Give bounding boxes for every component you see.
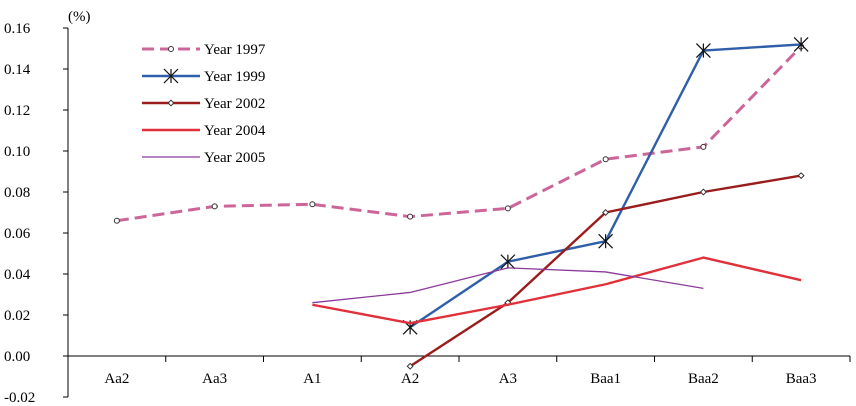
x-tick-label: Aa3 — [202, 371, 227, 387]
axes: 0.16 0.14 0.12 0.10 0.08 0.06 0.04 0.02 0.00 -0.0… — [4, 21, 851, 406]
x-tick-label: A1 — [303, 371, 321, 387]
y-tick-label: 0.02 — [4, 308, 30, 324]
data-point — [407, 213, 414, 220]
series-year-2004 — [312, 256, 802, 325]
y-unit-label: (%) — [68, 9, 91, 25]
series-layer — [113, 36, 809, 370]
y-tick-label: -0.02 — [4, 390, 35, 406]
x-tick-label: Baa2 — [688, 371, 719, 387]
x-tick-label: A3 — [499, 371, 517, 387]
series-year-2002 — [406, 172, 805, 370]
x-tick-label: A2 — [401, 371, 419, 387]
x-tick-label: Baa3 — [786, 371, 817, 387]
series-year-1997 — [113, 43, 805, 224]
data-point — [211, 203, 218, 210]
data-point — [602, 208, 610, 217]
y-tick-label: 0.10 — [4, 144, 30, 160]
y-tick-label: 0.08 — [4, 185, 30, 201]
data-point — [797, 172, 805, 180]
legend-label: Year 2002 — [204, 96, 265, 112]
data-point — [500, 254, 516, 270]
legend-item: Year 2004 — [142, 123, 266, 139]
series-line — [409, 174, 802, 368]
data-point — [700, 143, 707, 150]
legend-marker — [163, 68, 179, 84]
legend: Year 1997 Year 1999 Year 2002 Year 2004 Year… — [142, 42, 266, 166]
data-point — [113, 217, 120, 224]
x-tick-label: Aa2 — [104, 371, 129, 387]
series-year-2005 — [312, 267, 704, 304]
data-point — [699, 188, 707, 196]
data-point — [793, 36, 809, 52]
legend-marker — [168, 46, 174, 52]
y-tick-label: 0.06 — [4, 226, 31, 242]
legend-item: Year 2005 — [142, 150, 265, 166]
data-point — [695, 43, 711, 58]
legend-marker — [167, 99, 175, 107]
legend-item: Year 1997 — [142, 42, 266, 58]
legend-item: Year 2002 — [142, 96, 265, 112]
legend-label: Year 2004 — [204, 123, 266, 139]
series-line — [312, 256, 802, 325]
y-tick-label: 0.12 — [4, 103, 30, 119]
series-year-1999 — [402, 36, 809, 335]
legend-label: Year 2005 — [204, 150, 265, 166]
x-tick-label: Baa1 — [590, 371, 621, 387]
legend-label: Year 1997 — [204, 42, 266, 58]
data-point — [406, 362, 414, 370]
y-tick-label: 0.04 — [4, 267, 31, 283]
series-line — [312, 267, 704, 304]
data-point — [598, 233, 614, 249]
series-line — [116, 45, 803, 223]
y-tick-label: 0.16 — [4, 21, 31, 37]
legend-label: Year 1999 — [204, 69, 265, 85]
y-tick-label: 0.14 — [4, 62, 31, 78]
data-point — [309, 201, 316, 208]
legend-item: Year 1999 — [142, 68, 265, 85]
y-tick-label: 0.00 — [4, 349, 30, 365]
data-point — [504, 205, 511, 212]
data-point — [602, 156, 609, 163]
